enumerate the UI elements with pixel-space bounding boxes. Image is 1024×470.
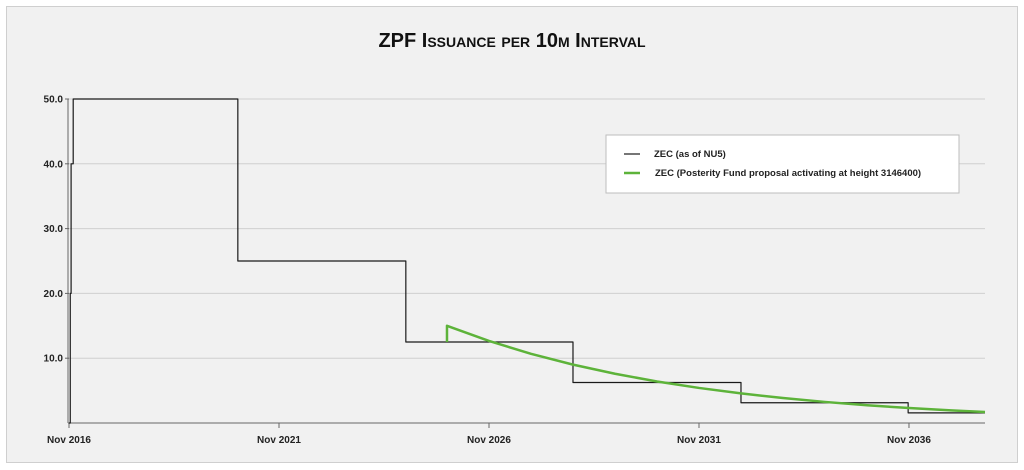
series-line-posterity: [445, 324, 986, 414]
y-tick-label: 20.0: [44, 289, 64, 300]
y-tick-label: 50.0: [44, 95, 64, 106]
chart-title: ZPF Issuance per 10m Interval: [378, 30, 646, 52]
x-tick-label: Nov 2036: [887, 435, 931, 446]
x-tick-label: Nov 2026: [467, 435, 511, 446]
series-line-nu5: [69, 98, 985, 424]
chart-panel: [6, 6, 1018, 463]
x-tick-label: Nov 2021: [257, 435, 301, 446]
y-tick-label: 10.0: [44, 354, 64, 365]
y-tick-label: 40.0: [44, 159, 64, 170]
legend-box: [605, 134, 960, 194]
legend: ZEC (as of NU5) ZEC (Posterity Fund prop…: [605, 134, 960, 194]
x-tick-label: Nov 2031: [677, 435, 721, 446]
legend-label-nu5: ZEC (as of NU5): [654, 149, 726, 160]
y-tick-label: 30.0: [44, 224, 64, 235]
legend-label-posterity: ZEC (Posterity Fund proposal activating …: [655, 168, 921, 179]
x-tick-label: Nov 2016: [47, 435, 91, 446]
